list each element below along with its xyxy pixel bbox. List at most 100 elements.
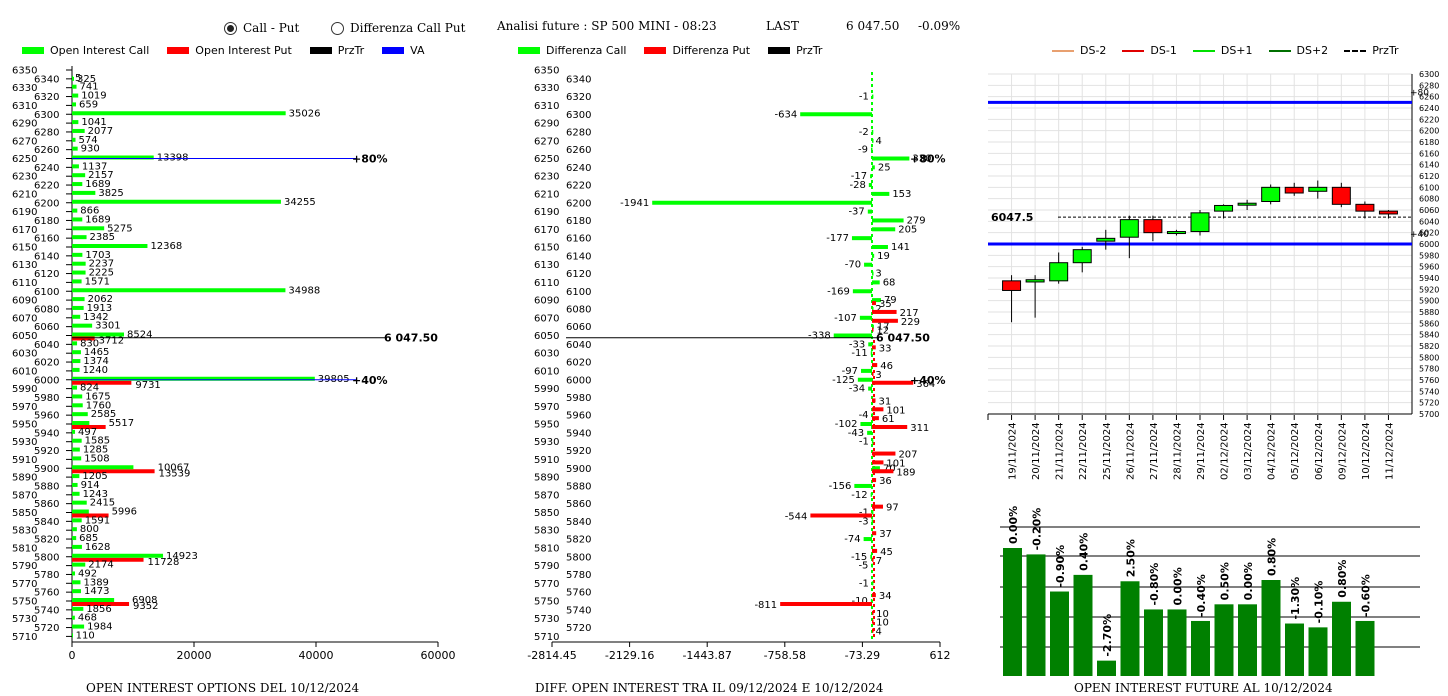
diff-call-label: -1	[859, 508, 869, 519]
bar-value-label: 12368	[150, 241, 182, 252]
diff-put-label: 189	[896, 467, 915, 478]
bar-value-label: 866	[80, 206, 99, 217]
strike-label: 6100	[34, 287, 59, 298]
diff-call-label: -97	[842, 366, 858, 377]
candle-y-tick-label: 5740	[1419, 387, 1439, 396]
diff-x-tick-label: 612	[930, 649, 951, 662]
candle-date-label: 06/12/2024	[1314, 422, 1325, 480]
diff-put-label: 31	[879, 396, 892, 407]
candle-y-tick-label: 5860	[1419, 319, 1439, 328]
strike-label: 5720	[34, 623, 59, 634]
diff-va-label: +80%	[910, 153, 946, 166]
call-bar	[72, 217, 83, 222]
diff-va-label: +40%	[910, 374, 946, 387]
diff-put-bar	[872, 371, 874, 376]
legend-put: Open Interest Put	[167, 44, 292, 57]
diff-call-bar	[872, 138, 874, 143]
diff-strike-label: 5860	[566, 499, 591, 510]
legend-diff-call-swatch	[518, 47, 540, 54]
legend-future: DS-2 DS-1 DS+1 DS+2 PrzTr	[1052, 44, 1399, 57]
oi-bar-label: 0.80%	[1336, 560, 1349, 598]
diff-call-label: 79	[884, 295, 897, 306]
put-value-label: 9731	[135, 380, 160, 391]
radio-differenza[interactable]: Differenza Call Put	[331, 21, 465, 35]
diff-put-label: 35	[879, 299, 892, 310]
legend-future-przt: PrzTr	[1344, 44, 1399, 57]
put-value-label: 13539	[159, 468, 191, 479]
oi-bar-label: 0.40%	[1078, 533, 1091, 571]
bar-value-label: 1473	[84, 586, 109, 597]
diff-strike-label: 5710	[534, 632, 559, 643]
oi-bar	[1167, 609, 1187, 676]
candle-y-tick-label: 6120	[1419, 172, 1439, 181]
diff-strike-label: 6250	[534, 154, 559, 165]
candle-date-label: 28/11/2024	[1172, 422, 1183, 480]
candle-y-tick-label: 5900	[1419, 297, 1439, 306]
call-bar	[72, 589, 81, 594]
bar-value-label: 1041	[81, 117, 106, 128]
diff-strike-label: 5820	[566, 535, 591, 546]
bar-value-label: 35026	[289, 108, 321, 119]
call-bar	[72, 580, 81, 585]
legend-va-label: VA	[410, 44, 425, 57]
oi-bar	[1332, 601, 1351, 676]
diff-put-label: 7	[876, 556, 882, 567]
legend-przt-label: PrzTr	[337, 44, 365, 57]
diff-call-label: -156	[829, 481, 852, 492]
put-value-label: 9352	[133, 601, 158, 612]
diff-strike-label: 5970	[534, 402, 559, 413]
diff-strike-label: 6170	[534, 225, 559, 236]
diff-strike-label: 5890	[534, 473, 559, 484]
strike-label: 6300	[34, 110, 59, 121]
legend-va: VA	[382, 44, 425, 57]
diff-call-label: 141	[891, 242, 910, 253]
diff-strike-label: 6240	[566, 163, 591, 174]
strike-label: 5980	[34, 393, 59, 404]
call-bar	[72, 527, 77, 532]
candle-up	[1237, 202, 1257, 206]
call-bar	[72, 350, 81, 355]
radio-call-put[interactable]: Call - Put	[224, 21, 299, 35]
candle-y-tick-label: 5800	[1419, 353, 1439, 362]
diff-call-label: -15	[851, 552, 867, 563]
diff-strike-label: 6000	[566, 375, 591, 386]
oi-bar	[1261, 580, 1281, 676]
strike-label: 6280	[34, 127, 59, 138]
diff-strike-label: 5920	[566, 446, 591, 457]
legend-ds2-label: DS-2	[1080, 44, 1107, 57]
candle-y-tick-label: 6240	[1419, 104, 1439, 113]
call-bar	[72, 500, 87, 505]
strike-label: 6290	[12, 119, 37, 130]
strike-label: 5930	[12, 437, 37, 448]
diff-put-label: 36	[879, 476, 892, 487]
call-bar	[72, 536, 77, 541]
strike-label: 5890	[12, 473, 37, 484]
diff-call-bar	[870, 599, 873, 603]
bar-value-label: 3301	[95, 321, 120, 332]
diff-call-label: 2	[875, 304, 881, 315]
legend-ds1: DS-1	[1122, 44, 1177, 57]
strike-label: 5780	[34, 570, 59, 581]
bar-value-label: 800	[80, 524, 99, 535]
bar-value-label: 1913	[87, 303, 112, 314]
last-label: LAST	[766, 19, 799, 33]
bar-value-label: 2062	[88, 294, 113, 305]
oi-bar-label: -0.80%	[1148, 563, 1161, 606]
oi-bar-label: 0.00%	[1242, 562, 1255, 600]
put-bar	[72, 602, 130, 606]
diff-call-label: -9	[858, 145, 868, 156]
call-bar	[72, 102, 77, 107]
diff-call-bar	[872, 298, 881, 303]
bar-value-label: 325	[77, 74, 96, 85]
legend-ds2: DS-2	[1052, 44, 1106, 57]
put-value-label: 3712	[99, 336, 124, 347]
bar-value-label: 830	[80, 338, 99, 349]
diff-strike-label: 6280	[566, 127, 591, 138]
oi-bar	[1144, 609, 1163, 676]
diff-put-bar	[872, 469, 894, 474]
bar-value-label: 2174	[88, 560, 113, 571]
diff-x-tick-label: -2129.16	[605, 649, 654, 662]
diff-put-bar	[872, 619, 874, 624]
diff-call-bar	[854, 483, 872, 488]
strike-label: 6310	[12, 101, 37, 112]
